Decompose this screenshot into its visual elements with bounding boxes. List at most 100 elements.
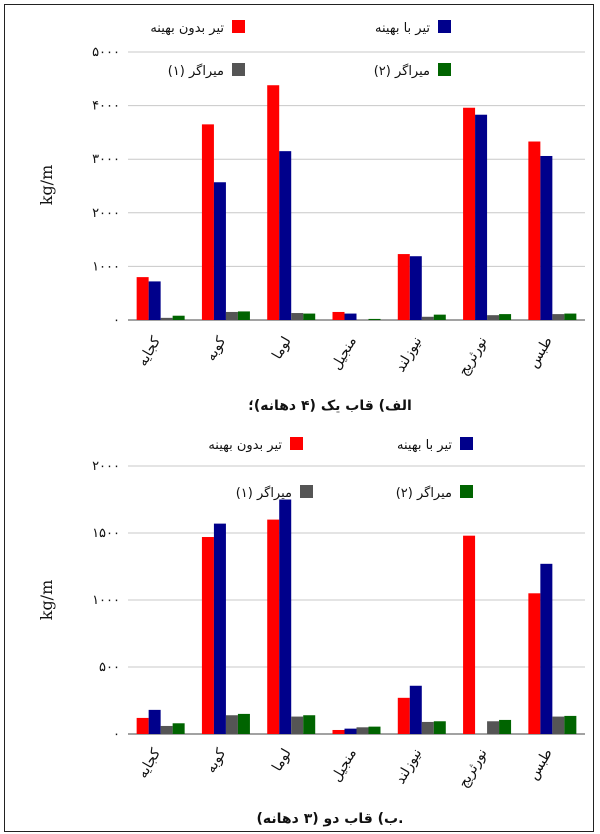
bar (279, 151, 292, 320)
legend-damper1: میراگر (۱) (168, 63, 224, 79)
bar (540, 563, 553, 734)
bar (267, 85, 280, 321)
bar (279, 499, 292, 734)
bar (136, 717, 149, 734)
bar (499, 314, 512, 320)
x-tick-label: نیوزلند (392, 746, 425, 787)
bar (201, 124, 214, 320)
chart-caption: ب) قاب دو (۳ دهانه). (257, 811, 404, 827)
legend-swatch (438, 20, 451, 33)
bar (409, 685, 422, 734)
bar (332, 729, 345, 734)
y-tick-label: ۲۰۰۰ (92, 459, 120, 474)
bar (487, 721, 500, 734)
bar (528, 593, 541, 734)
x-tick-label: طبس (525, 334, 555, 371)
bar (463, 535, 476, 734)
legend-optimized: تیر با بهینه (397, 438, 452, 453)
bar (356, 727, 369, 734)
y-tick-label: ۰ (113, 727, 120, 742)
bar (136, 277, 149, 320)
bar (397, 697, 410, 734)
bar (564, 313, 577, 320)
bar (463, 107, 476, 320)
bar (540, 155, 553, 320)
x-tick-label: کوبه (203, 334, 230, 364)
bar (237, 713, 250, 734)
bar (368, 726, 381, 734)
y-tick-label: ۴۰۰۰ (92, 99, 120, 114)
y-axis-label: kg/m (37, 580, 56, 621)
bar (213, 523, 226, 734)
bar (433, 314, 446, 320)
chart-caption: الف) قاب یک (۴ دهانه)؛ (248, 398, 412, 414)
bar (421, 721, 434, 734)
bar (344, 728, 357, 734)
bar (291, 313, 304, 320)
y-tick-label: ۱۰۰۰ (92, 259, 120, 274)
bar (332, 311, 345, 320)
x-tick-label: منجیل (328, 334, 360, 373)
legend-swatch (460, 437, 473, 450)
legend-swatch (300, 485, 313, 498)
bar (409, 256, 422, 320)
legend-swatch (460, 485, 473, 498)
legend-swatch (232, 20, 245, 33)
legend-swatch (232, 63, 245, 76)
bar (303, 715, 316, 734)
x-tick-label: کجایه (135, 334, 165, 369)
bar (475, 114, 488, 320)
bar (225, 715, 238, 734)
bar (499, 719, 512, 734)
y-tick-label: ۰ (113, 313, 120, 328)
bar (172, 723, 185, 734)
bar (433, 721, 446, 734)
x-tick-label: نیوزلند (392, 334, 425, 375)
y-tick-label: ۳۰۰۰ (92, 152, 120, 167)
bar (564, 715, 577, 734)
legend-optimized: تیر با بهینه (375, 21, 430, 36)
bar (213, 182, 226, 320)
bar (225, 311, 238, 320)
y-tick-label: ۲۰۰۰ (92, 206, 120, 221)
legend-swatch (438, 63, 451, 76)
y-tick-label: ۱۰۰۰ (92, 593, 120, 608)
bar (421, 316, 434, 320)
bar (291, 716, 304, 734)
legend-unoptimized: تیر بدون بهینه (150, 21, 224, 36)
bar (148, 709, 161, 734)
legend-unoptimized: تیر بدون بهینه (208, 438, 282, 453)
legend-damper2: میراگر (۲) (374, 63, 430, 79)
x-tick-label: کوبه (203, 746, 230, 776)
y-tick-label: ۱۵۰۰ (92, 526, 120, 541)
bar (160, 317, 173, 320)
bar (368, 318, 381, 320)
y-tick-label: ۵۰۰۰ (92, 45, 120, 60)
x-tick-label: لوما (269, 334, 294, 362)
legend-damper1: میراگر (۱) (236, 485, 292, 501)
x-tick-label: طبس (525, 746, 555, 783)
bar (303, 313, 316, 320)
legend-swatch (290, 437, 303, 450)
bar (528, 141, 541, 320)
legend-damper2: میراگر (۲) (396, 485, 452, 501)
x-tick-label: منجیل (328, 746, 360, 785)
bar (344, 313, 357, 320)
bar (172, 315, 185, 320)
x-tick-label: لوما (269, 746, 294, 774)
bar (552, 314, 565, 320)
figure-frame (4, 4, 594, 832)
x-tick-label: نورثریج (455, 746, 490, 791)
bar (397, 254, 410, 320)
bar (552, 716, 565, 734)
bar (237, 311, 250, 320)
y-axis-label: kg/m (37, 165, 56, 206)
bar (487, 315, 500, 320)
x-tick-label: نورثریج (455, 334, 490, 379)
bar (160, 725, 173, 734)
y-tick-label: ۵۰۰ (99, 660, 120, 675)
bar (148, 281, 161, 320)
bar (201, 537, 214, 734)
bar (267, 519, 280, 734)
